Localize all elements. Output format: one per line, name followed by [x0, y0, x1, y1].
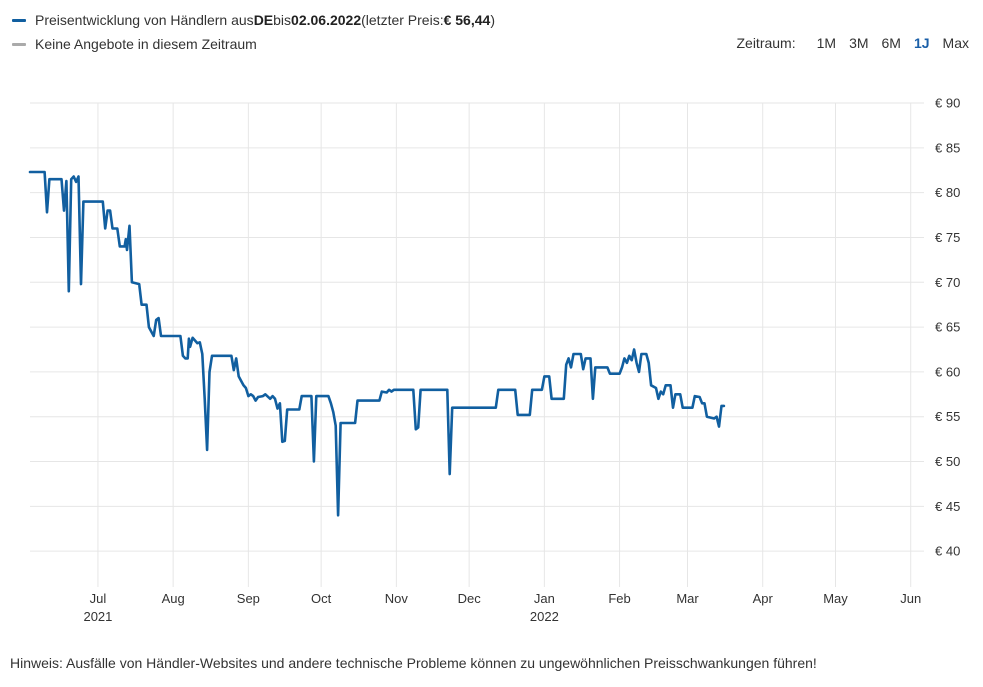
- range-option-1j[interactable]: 1J: [913, 35, 930, 51]
- legend-series-price: € 56,44: [443, 12, 491, 28]
- x-tick-label: May: [823, 591, 848, 606]
- y-tick-label: € 45: [935, 499, 960, 514]
- legend-swatch-series: [12, 18, 26, 22]
- legend-series-suffix: ): [490, 12, 495, 28]
- x-tick-label: Jun: [900, 591, 921, 606]
- legend-series-prefix: Preisentwicklung von Händlern aus: [35, 12, 254, 28]
- y-tick-label: € 50: [935, 454, 960, 469]
- x-tick-label: Oct: [311, 591, 332, 606]
- x-tick-label: Feb: [608, 591, 630, 606]
- x-tick-year-label: 2022: [530, 609, 559, 624]
- x-tick-label: Sep: [237, 591, 260, 606]
- range-option-max[interactable]: Max: [942, 35, 969, 51]
- y-tick-label: € 80: [935, 185, 960, 200]
- y-tick-label: € 85: [935, 140, 960, 155]
- price-series-line[interactable]: [28, 170, 726, 517]
- legend-series-price-prefix: (letzter Preis:: [361, 12, 444, 28]
- y-tick-label: € 40: [935, 544, 960, 559]
- y-tick-label: € 75: [935, 230, 960, 245]
- x-tick-label: Dec: [458, 591, 482, 606]
- x-tick-label: Nov: [385, 591, 409, 606]
- range-selector: Zeitraum: 1M 3M 6M 1J Max: [736, 35, 969, 51]
- y-tick-label: € 60: [935, 364, 960, 379]
- y-tick-label: € 65: [935, 320, 960, 335]
- legend-no-offers-label: Keine Angebote in diesem Zeitraum: [35, 36, 257, 52]
- range-option-3m[interactable]: 3M: [849, 35, 869, 51]
- range-option-1m[interactable]: 1M: [816, 35, 837, 51]
- legend-item-no-offers[interactable]: Keine Angebote in diesem Zeitraum: [12, 32, 495, 56]
- x-tick-label: Jul: [90, 591, 107, 606]
- range-option-6m[interactable]: 6M: [881, 35, 901, 51]
- range-label: Zeitraum:: [736, 35, 796, 51]
- y-tick-label: € 55: [935, 409, 960, 424]
- legend-series-mid: bis: [273, 12, 292, 28]
- x-tick-label: Mar: [676, 591, 699, 606]
- x-tick-label: Aug: [162, 591, 185, 606]
- x-tick-label: Jan: [534, 591, 555, 606]
- legend-series-date: 02.06.2022: [291, 12, 362, 28]
- legend-series-country: DE: [253, 12, 274, 28]
- y-tick-label: € 90: [935, 96, 960, 111]
- x-tick-label: Apr: [753, 591, 774, 606]
- y-tick-label: € 70: [935, 275, 960, 290]
- legend-item-series[interactable]: Preisentwicklung von Händlern aus DE bis…: [12, 8, 495, 32]
- x-tick-year-label: 2021: [83, 609, 112, 624]
- hint-note: Hinweis: Ausfälle von Händler-Websites u…: [10, 655, 817, 671]
- legend-swatch-no-offers: [12, 42, 26, 46]
- legend: Preisentwicklung von Händlern aus DE bis…: [12, 8, 495, 56]
